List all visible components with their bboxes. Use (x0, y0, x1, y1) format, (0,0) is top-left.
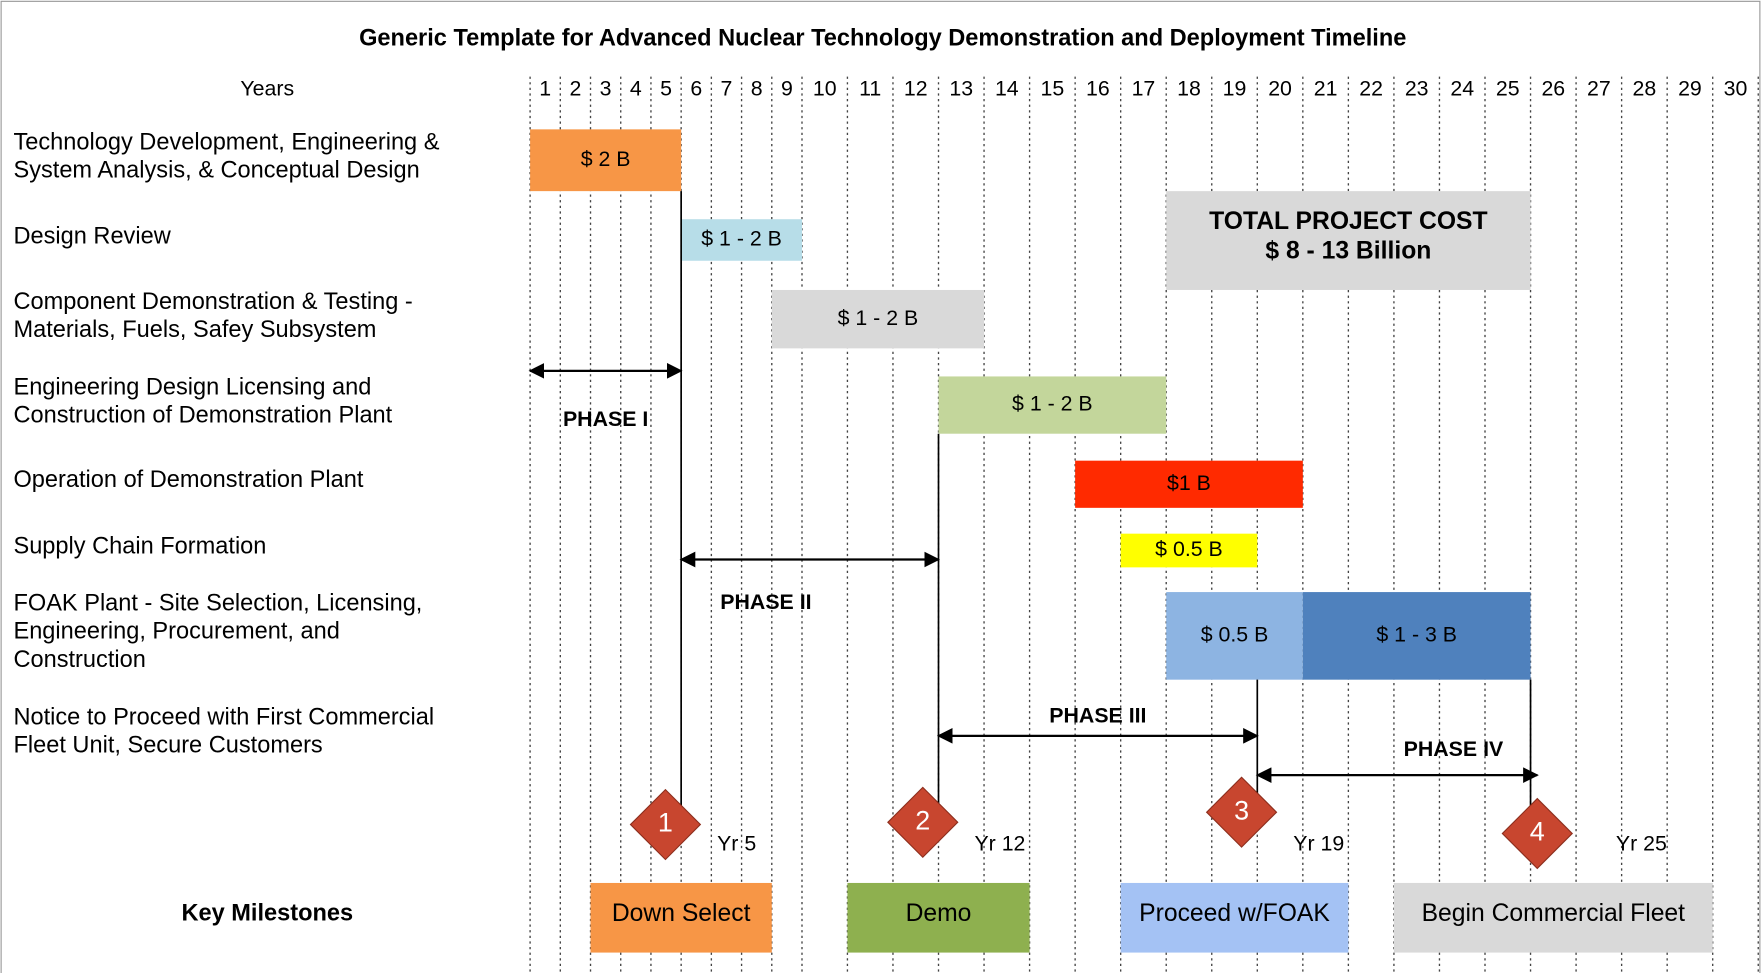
task-bar (1120, 533, 1258, 568)
year-label: 11 (859, 77, 881, 101)
task-bar (681, 219, 802, 261)
bar-label: $ 1 - 3 B (1376, 623, 1457, 647)
total-cost-text: TOTAL PROJECT COST (1209, 208, 1487, 235)
year-label: 10 (813, 77, 837, 101)
task-label: Operation of Demonstration Plant (13, 466, 363, 492)
milestone-name: Proceed w/FOAK (1139, 900, 1330, 927)
total-cost-box (1166, 191, 1531, 290)
task-label: Technology Development, Engineering & (13, 129, 439, 155)
year-label: 1 (539, 77, 551, 101)
bar-label: $1 B (1167, 471, 1211, 495)
milestone-diamond (887, 786, 959, 859)
year-label: 8 (751, 77, 763, 101)
milestones-label: Key Milestones (181, 900, 353, 926)
milestone-name: Down Select (612, 900, 751, 927)
bar-label: $ 1 - 2 B (838, 306, 919, 330)
task-label: Component Demonstration & Testing - (13, 288, 412, 314)
year-label: 21 (1314, 77, 1338, 101)
year-label: 7 (721, 77, 733, 101)
year-label: 13 (949, 77, 973, 101)
milestone-year: Yr 25 (1616, 831, 1667, 855)
total-cost-text: $ 8 - 13 Billion (1265, 237, 1431, 264)
year-label: 20 (1268, 77, 1292, 101)
year-label: 27 (1587, 77, 1611, 101)
year-label: 23 (1405, 77, 1429, 101)
year-label: 15 (1040, 77, 1064, 101)
milestone-box (1120, 882, 1349, 953)
task-label: Design Review (13, 222, 171, 248)
milestone-box (847, 882, 1030, 953)
milestone-diamond (1501, 797, 1574, 870)
phase-label: PHASE II (720, 590, 811, 614)
task-bar (771, 289, 985, 349)
bar-label: $ 0.5 B (1155, 537, 1223, 561)
title: Generic Template for Advanced Nuclear Te… (359, 25, 1406, 51)
milestone-diamond (1205, 776, 1278, 848)
year-label: 16 (1086, 77, 1110, 101)
bar-label: $ 1 - 2 B (1012, 392, 1093, 416)
year-label: 3 (600, 77, 612, 101)
year-label: 26 (1541, 77, 1565, 101)
milestone-name: Begin Commercial Fleet (1422, 900, 1686, 927)
year-label: 29 (1678, 77, 1702, 101)
year-label: 4 (630, 77, 642, 101)
year-label: 19 (1223, 77, 1247, 101)
task-label: Supply Chain Formation (13, 532, 266, 558)
task-label: Materials, Fuels, Safey Subsystem (13, 316, 376, 342)
task-bar (1075, 460, 1303, 508)
task-bar (530, 129, 682, 192)
year-label: 17 (1132, 77, 1156, 101)
milestone-year: Yr 12 (974, 831, 1025, 855)
year-label: 12 (904, 77, 928, 101)
year-label: 6 (690, 77, 702, 101)
milestone-number: 1 (658, 808, 673, 838)
phase-label: PHASE I (563, 407, 648, 431)
milestone-box (1393, 882, 1713, 953)
bar-label: $ 0.5 B (1201, 623, 1269, 647)
task-label: Construction of Demonstration Plant (13, 402, 392, 428)
milestone-box (590, 882, 772, 953)
task-label: Engineering, Procurement, and (13, 618, 339, 644)
year-label: 9 (781, 77, 793, 101)
year-label: 5 (660, 77, 672, 101)
year-label: 30 (1724, 77, 1748, 101)
task-label: System Analysis, & Conceptual Design (13, 157, 419, 183)
year-label: 25 (1496, 77, 1520, 101)
milestone-year: Yr 5 (717, 831, 756, 855)
year-label: 14 (995, 77, 1019, 101)
phase-label: PHASE IV (1404, 737, 1504, 761)
milestone-name: Demo (906, 900, 972, 927)
year-label: 28 (1633, 77, 1657, 101)
task-label: Engineering Design Licensing and (13, 373, 371, 399)
bar-label: $ 1 - 2 B (701, 227, 782, 251)
task-bar (938, 376, 1167, 434)
task-label: Construction (13, 646, 145, 672)
year-label: 18 (1177, 77, 1201, 101)
task-bar (1166, 592, 1303, 680)
task-label: Fleet Unit, Secure Customers (13, 732, 322, 758)
task-label: Notice to Proceed with First Commercial (13, 704, 434, 730)
year-label: 22 (1359, 77, 1383, 101)
task-bar (1302, 592, 1531, 680)
milestone-number: 2 (915, 805, 930, 835)
phase-label: PHASE III (1049, 703, 1146, 727)
year-label: 2 (569, 77, 581, 101)
bar-label: $ 2 B (581, 147, 631, 171)
milestone-year: Yr 19 (1293, 831, 1344, 855)
milestone-number: 4 (1530, 817, 1545, 847)
milestone-diamond (629, 788, 702, 861)
milestone-number: 3 (1234, 795, 1249, 825)
year-label: 24 (1450, 77, 1474, 101)
years-label: Years (240, 77, 294, 101)
task-label: FOAK Plant - Site Selection, Licensing, (13, 590, 422, 616)
